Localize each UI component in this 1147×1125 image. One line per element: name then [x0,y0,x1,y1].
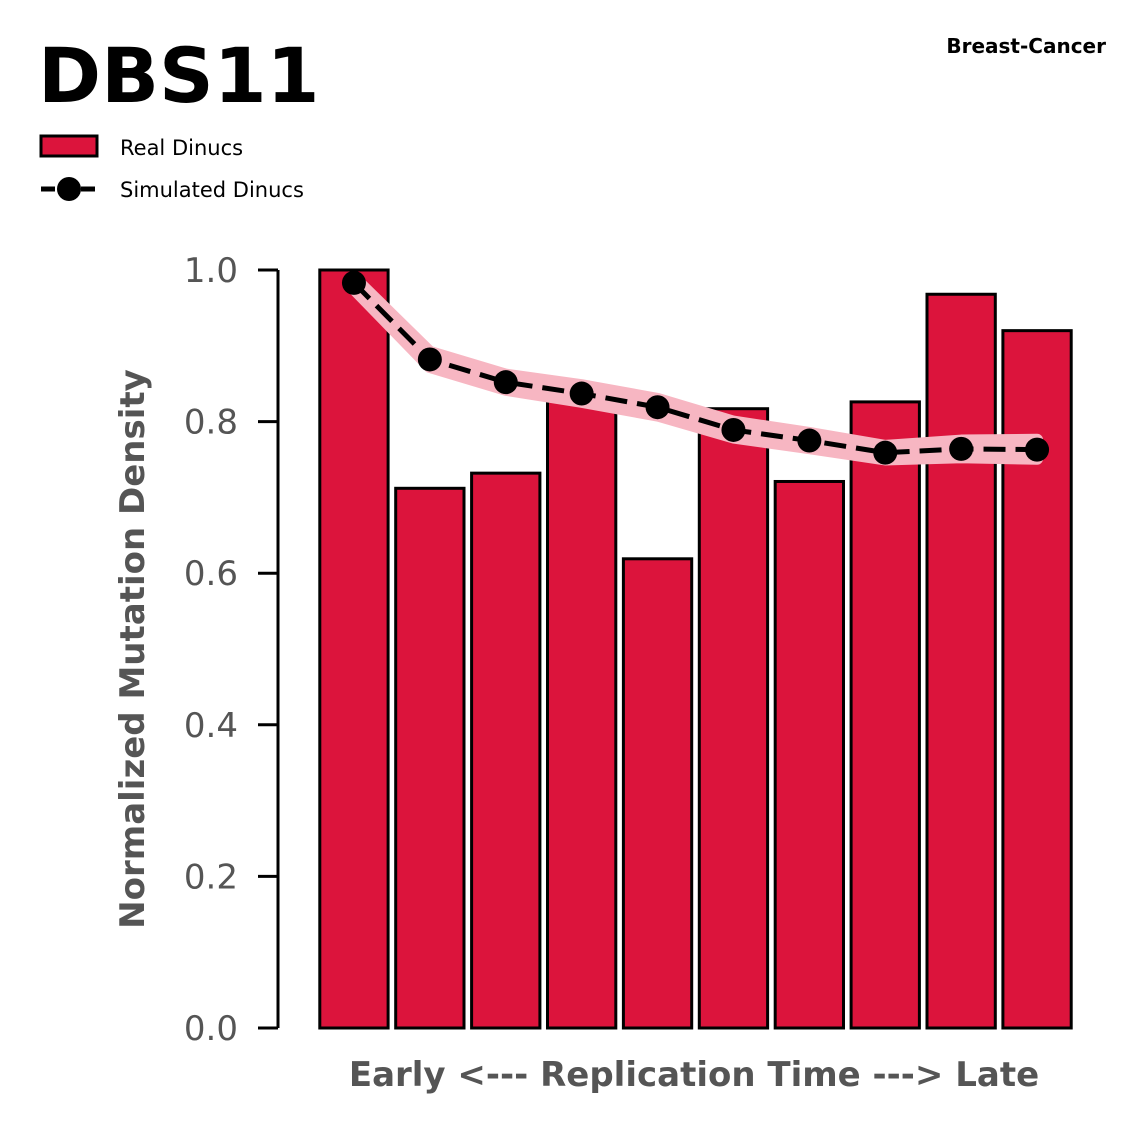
y-tick-label: 0.8 [184,403,238,443]
simulated-point [645,395,670,420]
legend-marker-swatch [57,177,81,201]
bar [545,398,618,1030]
simulated-point [797,428,822,453]
simulated-point [417,347,442,372]
simulated-point [493,370,518,395]
simulated-point [569,381,594,406]
simulated-point [341,270,366,295]
legend: Real Dinucs Simulated Dinucs [39,134,304,202]
bar [318,268,390,1030]
simulated-line [352,281,1038,456]
y-tick-label: 0.2 [184,857,238,897]
x-axis-label: Early <--- Replication Time ---> Late [349,1055,1039,1095]
bar [697,407,770,1030]
bar [773,479,846,1030]
plot-area: 0.0 0.2 0.4 0.6 0.8 1.0 [184,251,1073,1049]
legend-label-simulated: Simulated Dinucs [120,178,304,202]
chart-subtitle: Breast-Cancer [946,34,1106,58]
simulated-point [1025,437,1050,462]
bar [925,292,997,1030]
y-axis-label: Normalized Mutation Density [113,369,153,929]
simulated-point [873,440,898,465]
legend-bar-swatch [39,134,99,158]
bar [621,557,694,1030]
y-tick-label: 0.4 [184,706,238,746]
simulated-point [721,417,746,442]
simulated-point [949,436,974,461]
y-tick-label: 1.0 [184,251,238,291]
bar [849,400,921,1030]
chart-title: DBS11 [38,31,320,120]
y-tick-label: 0.6 [184,554,238,594]
legend-label-real: Real Dinucs [120,136,243,160]
bar [470,471,542,1030]
bar [394,486,466,1030]
y-tick-label: 0.0 [184,1009,238,1049]
